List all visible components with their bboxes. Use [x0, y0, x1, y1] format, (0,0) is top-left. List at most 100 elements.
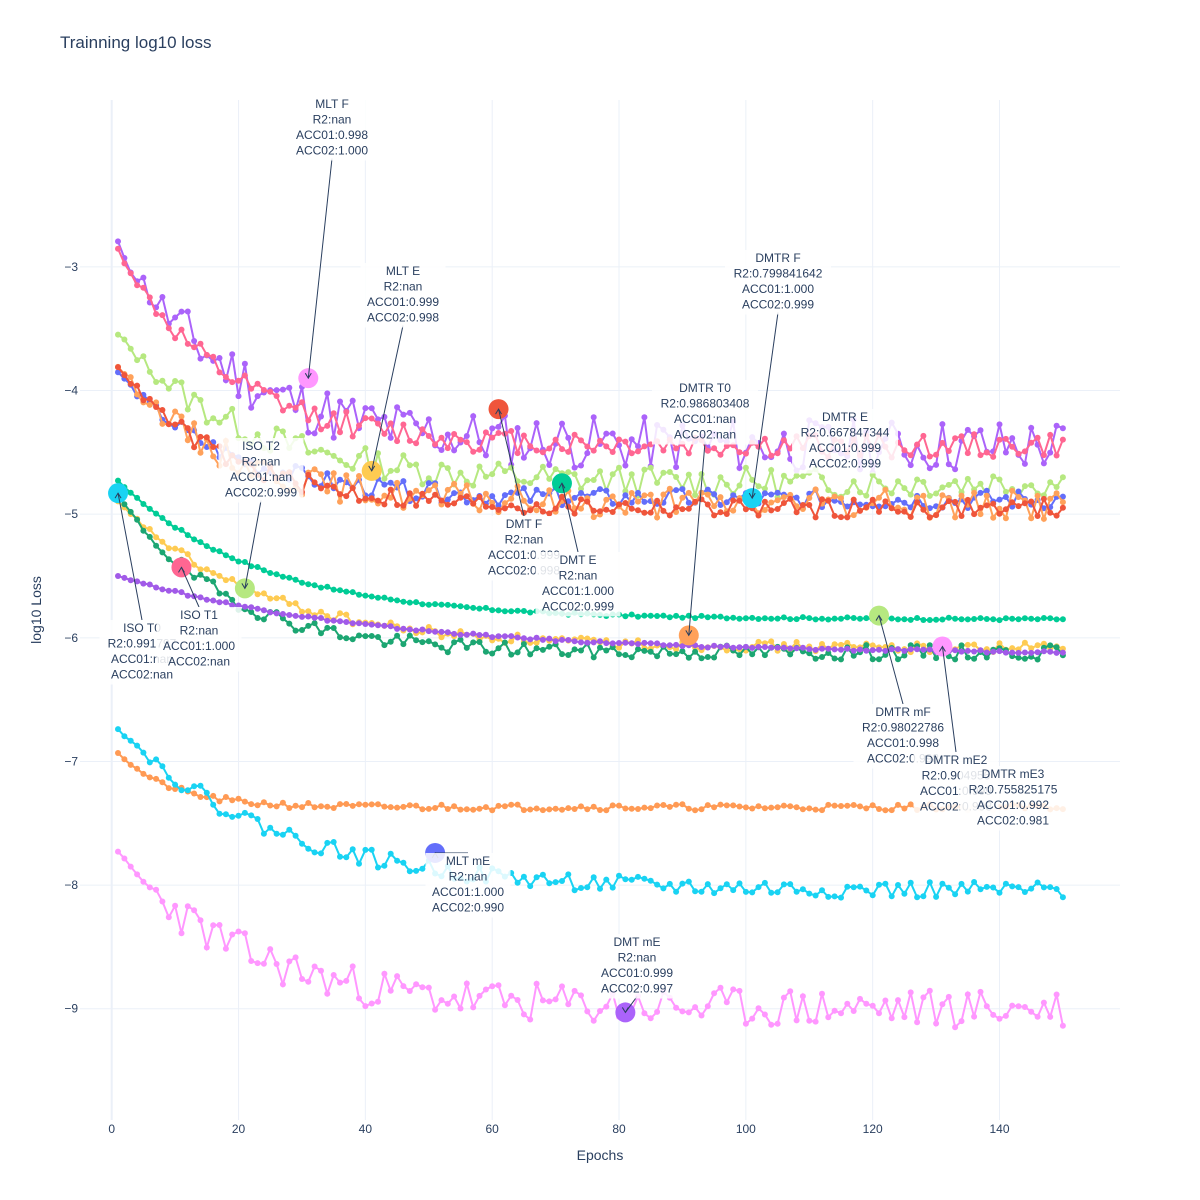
series-point [584, 806, 591, 813]
series-point [387, 850, 394, 857]
series-point [723, 511, 730, 517]
series-point [146, 774, 153, 781]
series-point [1034, 492, 1041, 499]
series-point [742, 615, 749, 622]
annotation-text: R2:nan [384, 280, 423, 294]
series-point [501, 505, 508, 512]
series-point [787, 988, 794, 995]
series-point [159, 898, 166, 905]
series-point [324, 488, 331, 495]
series-point [153, 584, 160, 591]
series-point [597, 437, 603, 444]
series-point [609, 471, 616, 478]
series-point [248, 801, 255, 808]
series-point [901, 485, 908, 492]
series-point [983, 649, 990, 656]
annotation-text: R2:nan [313, 113, 352, 127]
series-point [882, 880, 889, 887]
series-point [184, 340, 191, 347]
series-point [1009, 1002, 1016, 1009]
series-point [324, 449, 331, 456]
series-point [717, 613, 724, 620]
series-point [381, 642, 388, 649]
series-point [539, 636, 546, 643]
series-point [882, 498, 889, 505]
series-point [381, 413, 388, 420]
series-point [305, 978, 312, 985]
series-point [438, 634, 445, 641]
series-point [996, 476, 1003, 483]
series-point [197, 917, 204, 924]
series-point [444, 501, 451, 508]
series-point [210, 546, 217, 553]
series-point [324, 583, 331, 590]
series-point [635, 873, 641, 880]
series-point [1047, 884, 1054, 891]
annotation-text: MLT E [386, 264, 420, 278]
series-point [907, 462, 914, 469]
series-point [698, 1012, 705, 1019]
series-point [609, 500, 616, 507]
series-point [533, 980, 540, 987]
series-point [1053, 649, 1060, 656]
series-point [971, 511, 978, 518]
series-point [482, 804, 489, 811]
series-point [964, 991, 971, 998]
series-point [172, 314, 179, 321]
series-point [641, 492, 648, 499]
series-point [159, 586, 166, 593]
series-point [958, 616, 965, 623]
series-point [324, 839, 331, 846]
series-point [1002, 515, 1009, 522]
series-point [774, 804, 781, 811]
series-point [552, 436, 559, 443]
annotation-text: R2:nan [242, 455, 281, 469]
annotation-text: R2:0.667847344 [801, 426, 890, 440]
series-point [578, 505, 584, 512]
series-point [425, 416, 432, 423]
series-point [1009, 615, 1016, 622]
x-tick-label: 140 [989, 1122, 1009, 1136]
series-point [362, 621, 369, 627]
series-point [793, 472, 800, 479]
series-point [571, 471, 578, 478]
series-point [489, 434, 496, 441]
axis-layer: 0 20 40 60 80 100 120 140−3−4−5−6−7−8−9 [64, 260, 1010, 1136]
series-point [673, 646, 680, 653]
series-point [501, 492, 508, 499]
series-point [381, 492, 388, 499]
series-point [799, 806, 806, 813]
annotation-arrowhead [748, 492, 756, 500]
series-point [926, 642, 933, 649]
series-point [831, 512, 838, 519]
series-point [876, 881, 882, 888]
series-point [222, 577, 229, 584]
series-point [330, 839, 337, 845]
series-point [584, 498, 591, 505]
series-point [692, 888, 699, 895]
series-point [184, 308, 191, 315]
series-point [406, 988, 413, 994]
series-point [825, 645, 832, 652]
series-point [318, 803, 324, 810]
annotation-arrowhead [939, 645, 946, 652]
series-point [990, 473, 997, 480]
series-point [1021, 639, 1028, 646]
series-point [451, 447, 458, 454]
series-point [222, 552, 229, 559]
series-point [140, 397, 147, 404]
annotation-text: ACC02:0.999 [542, 600, 614, 614]
series-point [451, 500, 458, 507]
series-point [324, 422, 331, 429]
series-point [140, 749, 147, 756]
series-point [254, 816, 261, 822]
series-point [203, 944, 210, 951]
series-point [1047, 642, 1054, 649]
series-point [394, 467, 401, 474]
series-point [768, 638, 775, 645]
series-point [324, 482, 331, 489]
series-point [229, 405, 236, 412]
series-point [559, 446, 565, 453]
series-point [146, 759, 153, 766]
series-point [971, 648, 978, 655]
